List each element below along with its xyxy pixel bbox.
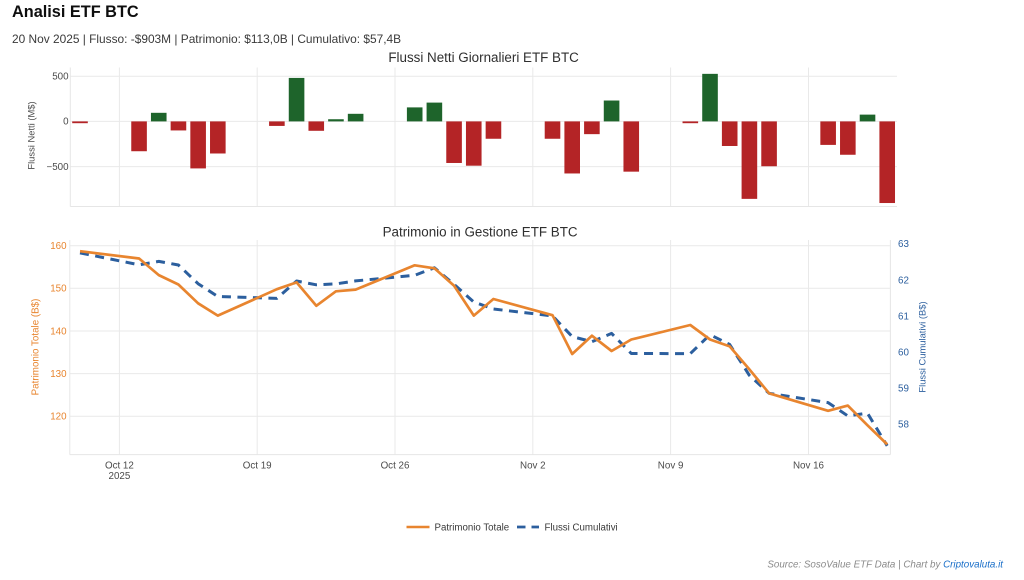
svg-text:−500: −500 xyxy=(47,162,70,173)
svg-text:140: 140 xyxy=(50,326,67,337)
svg-text:60: 60 xyxy=(898,347,909,358)
svg-text:Oct 19: Oct 19 xyxy=(243,461,272,472)
svg-text:150: 150 xyxy=(50,284,67,295)
svg-text:130: 130 xyxy=(50,369,67,380)
svg-text:20 Nov 2025 | Flusso: -$903M |: 20 Nov 2025 | Flusso: -$903M | Patrimoni… xyxy=(12,32,401,46)
svg-text:Nov 9: Nov 9 xyxy=(658,461,684,472)
svg-text:Flussi Netti Giornalieri ETF B: Flussi Netti Giornalieri ETF BTC xyxy=(388,50,579,65)
svg-text:Patrimonio Totale: Patrimonio Totale xyxy=(435,522,510,533)
svg-text:Flussi Cumulativi (B$): Flussi Cumulativi (B$) xyxy=(917,301,928,392)
svg-text:Oct 12: Oct 12 xyxy=(105,461,134,472)
svg-text:2025: 2025 xyxy=(109,471,131,482)
svg-text:Oct 26: Oct 26 xyxy=(381,461,410,472)
svg-text:Patrimonio Totale (B$): Patrimonio Totale (B$) xyxy=(30,299,41,396)
svg-text:61: 61 xyxy=(898,311,909,322)
svg-text:0: 0 xyxy=(63,117,69,128)
svg-text:62: 62 xyxy=(898,275,909,286)
svg-text:Patrimonio in Gestione ETF BTC: Patrimonio in Gestione ETF BTC xyxy=(383,224,578,239)
svg-text:58: 58 xyxy=(898,420,909,431)
svg-text:59: 59 xyxy=(898,383,909,394)
svg-text:63: 63 xyxy=(898,239,909,250)
svg-text:500: 500 xyxy=(52,72,69,83)
svg-text:Nov 2: Nov 2 xyxy=(520,461,546,472)
svg-text:120: 120 xyxy=(50,412,67,423)
svg-text:Source: SosoValue ETF Data | C: Source: SosoValue ETF Data | Chart by Cr… xyxy=(767,559,1004,570)
svg-text:Flussi Cumulativi: Flussi Cumulativi xyxy=(545,522,618,533)
svg-text:Flussi Netti (M$): Flussi Netti (M$) xyxy=(26,101,37,169)
svg-text:Analisi ETF BTC: Analisi ETF BTC xyxy=(12,3,139,21)
svg-text:160: 160 xyxy=(50,241,67,252)
svg-text:Nov 16: Nov 16 xyxy=(793,461,825,472)
